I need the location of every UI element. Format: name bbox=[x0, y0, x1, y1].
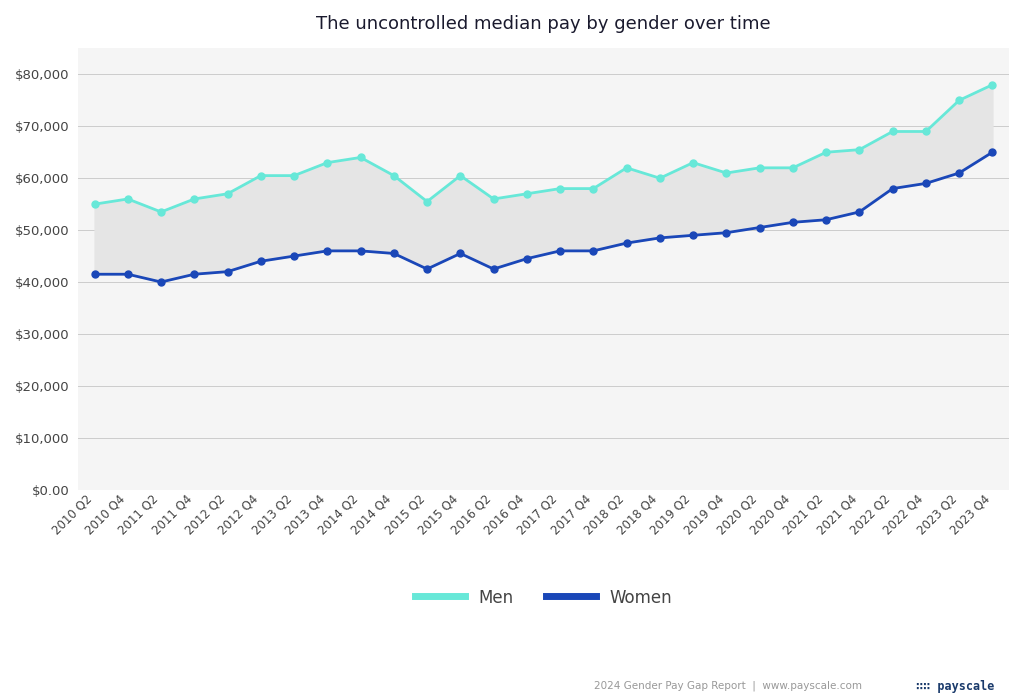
Line: Women: Women bbox=[91, 149, 996, 286]
Women bbox=[953, 169, 966, 177]
Men bbox=[88, 200, 100, 209]
Women bbox=[687, 231, 699, 239]
Men bbox=[388, 172, 400, 180]
Women bbox=[521, 255, 534, 263]
Women bbox=[322, 246, 334, 255]
Men bbox=[853, 146, 865, 154]
Men bbox=[487, 195, 500, 203]
Women bbox=[587, 246, 599, 255]
Men bbox=[188, 195, 201, 203]
Men bbox=[754, 164, 766, 172]
Legend: Men, Women: Men, Women bbox=[408, 582, 679, 614]
Title: The uncontrolled median pay by gender over time: The uncontrolled median pay by gender ov… bbox=[316, 15, 771, 33]
Women bbox=[754, 223, 766, 232]
Text: 2024 Gender Pay Gap Report  |  www.payscale.com: 2024 Gender Pay Gap Report | www.payscal… bbox=[594, 680, 862, 691]
Line: Men: Men bbox=[91, 81, 996, 216]
Men bbox=[621, 164, 633, 172]
Women bbox=[786, 218, 799, 227]
Women bbox=[421, 265, 433, 273]
Men bbox=[455, 172, 467, 180]
Women bbox=[88, 270, 100, 279]
Men bbox=[953, 96, 966, 104]
Women bbox=[354, 246, 367, 255]
Men bbox=[288, 172, 300, 180]
Men bbox=[221, 190, 233, 198]
Women bbox=[853, 208, 865, 216]
Men bbox=[122, 195, 134, 203]
Women bbox=[487, 265, 500, 273]
Women bbox=[554, 246, 566, 255]
Women bbox=[887, 184, 899, 192]
Women bbox=[653, 234, 666, 242]
Men bbox=[887, 127, 899, 136]
Men bbox=[155, 208, 167, 216]
Women bbox=[122, 270, 134, 279]
Women bbox=[388, 249, 400, 258]
Men bbox=[920, 127, 932, 136]
Women bbox=[820, 216, 833, 224]
Women bbox=[255, 257, 267, 265]
Men bbox=[554, 184, 566, 192]
Women bbox=[621, 239, 633, 247]
Men bbox=[986, 80, 998, 89]
Men bbox=[786, 164, 799, 172]
Men bbox=[354, 153, 367, 162]
Men bbox=[720, 169, 732, 177]
Women bbox=[155, 278, 167, 286]
Men bbox=[521, 190, 534, 198]
Men bbox=[421, 197, 433, 206]
Text: ∷∷ payscale: ∷∷ payscale bbox=[916, 680, 995, 693]
Men bbox=[653, 174, 666, 183]
Men bbox=[322, 158, 334, 167]
Women bbox=[720, 228, 732, 237]
Men bbox=[587, 184, 599, 192]
Women bbox=[455, 249, 467, 258]
Women bbox=[288, 252, 300, 260]
Women bbox=[188, 270, 201, 279]
Men bbox=[820, 148, 833, 157]
Men bbox=[687, 158, 699, 167]
Women bbox=[986, 148, 998, 157]
Men bbox=[255, 172, 267, 180]
Women bbox=[221, 267, 233, 276]
Women bbox=[920, 179, 932, 188]
